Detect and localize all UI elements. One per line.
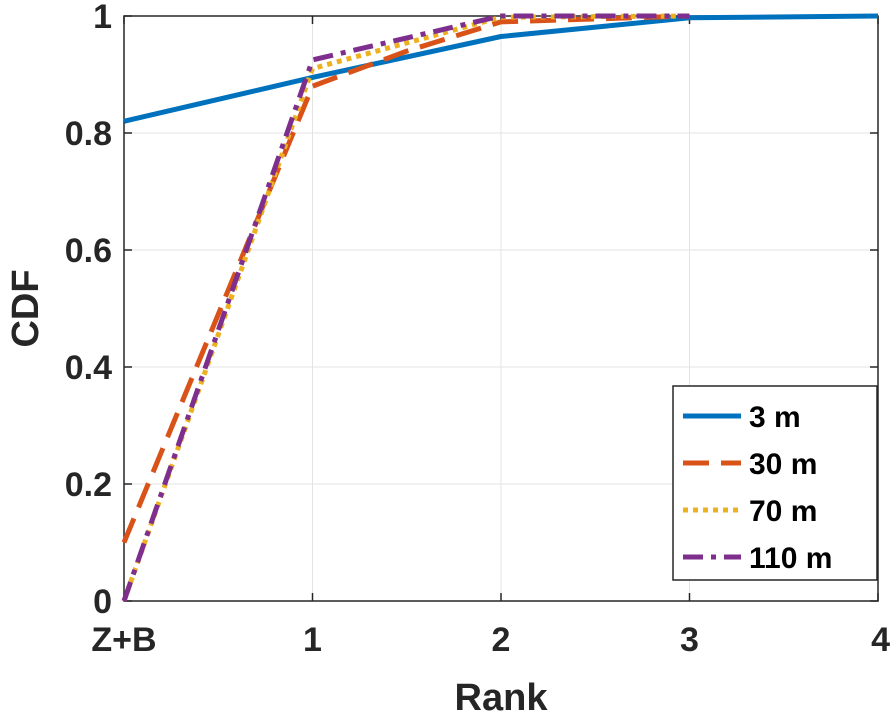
x-tick-label: 1 — [303, 621, 322, 659]
y-tick-label: 0 — [93, 583, 112, 621]
x-tick-label: 2 — [492, 621, 511, 659]
legend: 3 m 30 m 70 m 110 m — [672, 385, 878, 581]
y-tick-label: 0.8 — [65, 115, 112, 153]
y-tick-label: 1 — [93, 0, 112, 36]
series-line-70-m — [121, 13, 690, 602]
x-tick-label: 3 — [680, 621, 699, 659]
y-axis-ticks: 0 0.2 0.4 0.6 0.8 1 — [65, 0, 878, 621]
x-axis-ticks: Z+B 1 2 3 4 — [91, 16, 890, 659]
y-tick-label: 0.6 — [65, 232, 112, 270]
legend-label: 30 m — [749, 448, 817, 481]
legend-label: 110 m — [749, 542, 832, 575]
legend-label: 70 m — [749, 495, 817, 528]
x-axis-label: Rank — [455, 677, 549, 719]
series-line-110-m — [121, 13, 690, 602]
y-tick-label: 0.2 — [65, 466, 112, 504]
y-axis-label: CDF — [5, 269, 47, 347]
x-tick-label: Z+B — [91, 621, 156, 659]
x-tick-label: 4 — [871, 621, 890, 659]
series-lines — [121, 13, 879, 602]
y-tick-label: 0.4 — [65, 349, 112, 387]
series-line-3-m — [123, 13, 879, 124]
series-line-30-m — [121, 13, 690, 544]
legend-label: 3 m — [749, 401, 801, 434]
